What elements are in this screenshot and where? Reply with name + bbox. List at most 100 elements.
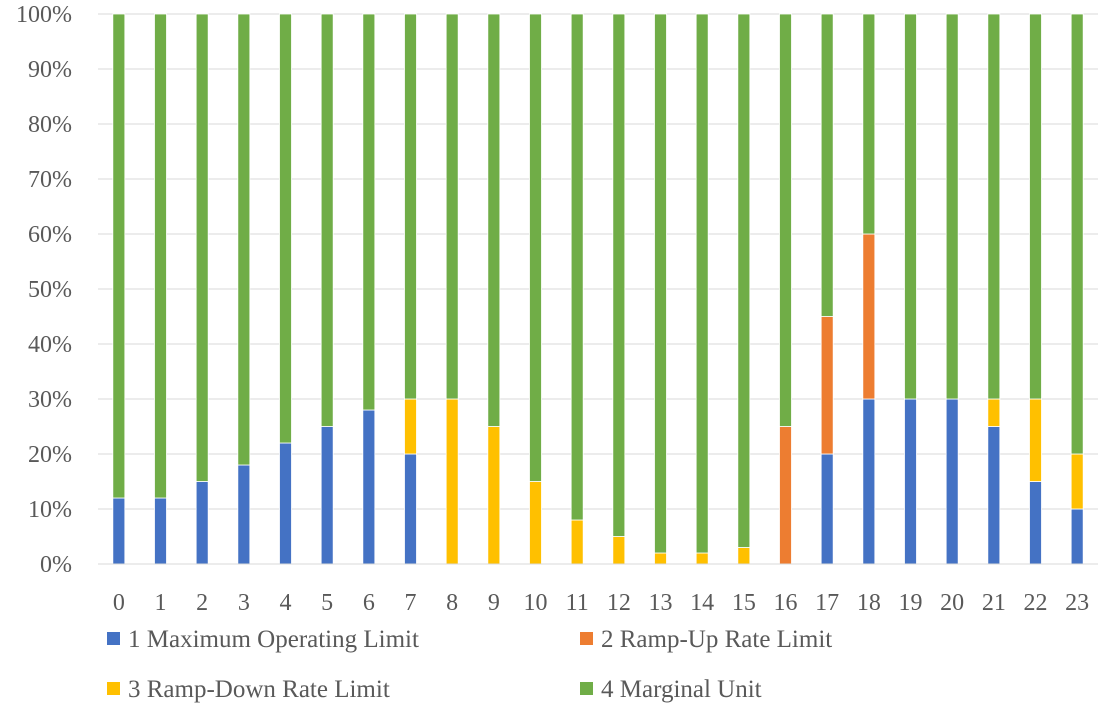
bar-segment-4-hour-8 (445, 13, 459, 400)
bar-segment-4-hour-16 (779, 13, 792, 427)
bar-segment-1-hour-17 (820, 453, 834, 565)
bar-segment-3-hour-15 (737, 547, 751, 565)
y-tick-label: 0% (40, 552, 72, 578)
bar-segment-1-hour-18 (862, 398, 876, 565)
y-tick-label: 50% (28, 277, 72, 303)
x-tick-label: 9 (488, 590, 500, 616)
bar-segment-3-hour-11 (570, 519, 584, 565)
x-tick-label: 20 (940, 590, 964, 616)
y-tick-label: 80% (28, 112, 72, 138)
bar-segment-1-hour-6 (362, 409, 376, 565)
x-tick-label: 17 (815, 590, 839, 616)
legend-swatch (580, 682, 593, 695)
y-tick-label: 90% (28, 57, 72, 83)
bar-segment-4-hour-17 (820, 13, 834, 317)
y-tick-label: 60% (28, 222, 72, 248)
legend-label: 1 Maximum Operating Limit (128, 626, 419, 653)
bar-segment-3-hour-21 (987, 398, 1001, 427)
x-tick-label: 12 (607, 590, 631, 616)
x-tick-label: 14 (690, 590, 714, 616)
bar-segment-1-hour-4 (279, 442, 292, 565)
bar-segment-3-hour-13 (654, 552, 667, 565)
bar-segment-4-hour-22 (1029, 13, 1042, 400)
legend-swatch (107, 632, 120, 645)
bar-segment-4-hour-5 (320, 13, 334, 427)
y-axis-tick-labels: 0% 10% 20% 30% 40% 50% 60% 70% 80% 90% 100% (16, 2, 72, 578)
x-tick-label: 13 (649, 590, 673, 616)
y-tick-label: 40% (28, 332, 72, 358)
bar-segment-1-hour-7 (404, 453, 417, 565)
bar-series (112, 13, 1084, 565)
bar-segment-3-hour-12 (612, 536, 626, 565)
bar-segment-4-hour-21 (987, 13, 1001, 400)
bar-segment-3-hour-23 (1070, 453, 1084, 510)
gridlines (98, 13, 1098, 510)
legend: 1 Maximum Operating Limit 2 Ramp-Up Rate … (107, 626, 832, 703)
legend-label: 3 Ramp-Down Rate Limit (128, 676, 390, 703)
bar-segment-1-hour-19 (904, 398, 917, 565)
x-tick-label: 15 (732, 590, 756, 616)
bar-segment-2-hour-18 (862, 233, 876, 400)
x-tick-label: 22 (1024, 590, 1048, 616)
bar-segment-4-hour-3 (237, 13, 251, 466)
bar-segment-2-hour-16 (779, 426, 792, 565)
bar-segment-4-hour-13 (654, 13, 667, 554)
bar-segment-1-hour-0 (112, 497, 126, 565)
bar-segment-3-hour-10 (529, 481, 542, 565)
bar-segment-1-hour-2 (195, 481, 209, 565)
x-tick-label: 23 (1065, 590, 1089, 616)
y-tick-label: 10% (28, 497, 72, 523)
y-tick-label: 20% (28, 442, 72, 468)
bar-segment-1-hour-22 (1029, 481, 1042, 565)
x-tick-label: 6 (363, 590, 375, 616)
x-tick-label: 11 (566, 590, 589, 616)
x-tick-label: 21 (982, 590, 1006, 616)
y-tick-label: 100% (16, 2, 72, 28)
y-tick-label: 70% (28, 167, 72, 193)
bar-segment-4-hour-1 (154, 13, 167, 499)
bar-segment-4-hour-20 (945, 13, 959, 400)
x-tick-label: 1 (155, 590, 167, 616)
legend-swatch (107, 682, 120, 695)
bar-segment-4-hour-23 (1070, 13, 1084, 455)
bar-segment-4-hour-11 (570, 13, 584, 521)
bar-segment-4-hour-0 (112, 13, 126, 499)
bar-segment-3-hour-7 (404, 398, 417, 455)
x-tick-label: 16 (774, 590, 798, 616)
bar-segment-1-hour-3 (237, 464, 251, 565)
bar-segment-4-hour-18 (862, 13, 876, 235)
x-tick-label: 3 (238, 590, 250, 616)
bar-segment-3-hour-22 (1029, 398, 1042, 482)
bar-segment-1-hour-20 (945, 398, 959, 565)
x-tick-label: 18 (857, 590, 881, 616)
legend-swatch (580, 632, 593, 645)
bar-segment-3-hour-14 (695, 552, 709, 565)
bar-segment-4-hour-12 (612, 13, 626, 537)
bar-segment-4-hour-7 (404, 13, 417, 400)
bar-segment-4-hour-2 (195, 13, 209, 482)
x-tick-label: 19 (899, 590, 923, 616)
x-tick-label: 0 (113, 590, 125, 616)
bar-segment-1-hour-21 (987, 426, 1001, 565)
x-axis-tick-labels: 0 1 2 3 4 5 6 7 8 9 10 11 12 13 14 15 16 17 18 19 20 21 22 23 (113, 590, 1089, 616)
bar-segment-4-hour-4 (279, 13, 292, 444)
bar-segment-4-hour-6 (362, 13, 376, 411)
bar-segment-4-hour-14 (695, 13, 709, 554)
x-tick-label: 8 (446, 590, 458, 616)
bar-segment-1-hour-5 (320, 426, 334, 565)
bar-segment-4-hour-9 (487, 13, 501, 427)
bar-segment-1-hour-23 (1070, 508, 1084, 565)
bar-segment-1-hour-1 (154, 497, 167, 565)
x-tick-label: 7 (405, 590, 417, 616)
bar-segment-2-hour-17 (820, 316, 834, 455)
legend-label: 2 Ramp-Up Rate Limit (601, 626, 832, 653)
bar-segment-4-hour-19 (904, 13, 917, 400)
x-tick-label: 5 (321, 590, 333, 616)
x-tick-label: 4 (280, 590, 292, 616)
bar-segment-3-hour-8 (445, 398, 459, 565)
y-tick-label: 30% (28, 387, 72, 413)
bar-segment-4-hour-15 (737, 13, 751, 548)
bar-segment-4-hour-10 (529, 13, 542, 482)
x-tick-label: 2 (196, 590, 208, 616)
